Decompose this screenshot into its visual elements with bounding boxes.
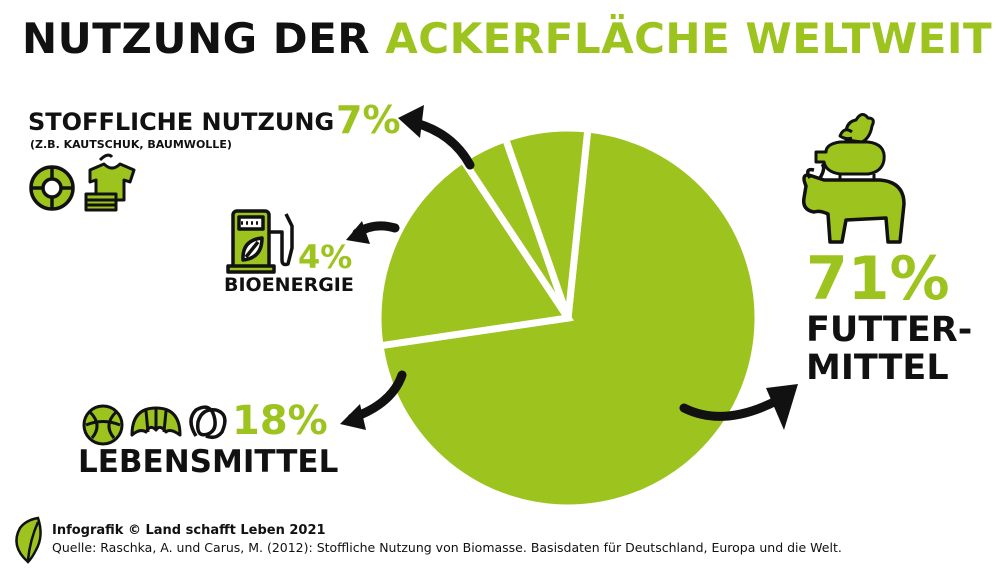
pie-slice-stoff <box>501 124 592 320</box>
sublabel-stoff: (Z.B. KAUTSCHUK, BAUMWOLLE) <box>30 138 232 151</box>
bread-ball-icon <box>82 404 124 446</box>
value-futter: 71% <box>806 244 950 314</box>
title-part-2: ACKERFLÄCHE WELTWEIT <box>385 14 993 63</box>
title-part-1: NUTZUNG DER <box>22 14 371 63</box>
arrow-head-bio <box>346 221 370 244</box>
value-bio: 4% <box>298 238 353 276</box>
page-title: NUTZUNG DER ACKERFLÄCHE WELTWEIT <box>22 14 992 63</box>
footer-source: Quelle: Raschka, A. und Carus, M. (2012)… <box>52 540 842 555</box>
tire-icon <box>29 165 75 211</box>
label-futter-line1: FUTTER- <box>806 310 973 350</box>
label-futter-line2: MITTEL <box>806 348 949 388</box>
value-lebens: 18% <box>232 398 328 444</box>
pretzel-icon <box>189 405 227 440</box>
croissant-icon <box>130 406 182 437</box>
arrow-head-lebens <box>340 404 366 430</box>
clothing-icon <box>84 153 136 212</box>
label-stoff: STOFFLICHE NUTZUNG <box>28 108 335 136</box>
label-bio: BIOENERGIE <box>224 274 354 296</box>
cow-icon <box>801 162 906 244</box>
value-stoff: 7% <box>336 98 401 142</box>
pig-icon <box>814 140 886 182</box>
arrow-head-futter <box>766 384 798 430</box>
label-lebens: LEBENSMITTEL <box>78 444 339 480</box>
pie-slice-lebens <box>374 154 574 350</box>
arrow-head-stoff <box>398 105 424 138</box>
chicken-icon <box>838 113 875 149</box>
fuel-pump-icon <box>226 209 294 274</box>
arrow-futter <box>679 395 783 421</box>
leaf-logo-icon <box>15 516 42 564</box>
footer-credit: Infografik © Land schafft Leben 2021 <box>52 523 326 538</box>
